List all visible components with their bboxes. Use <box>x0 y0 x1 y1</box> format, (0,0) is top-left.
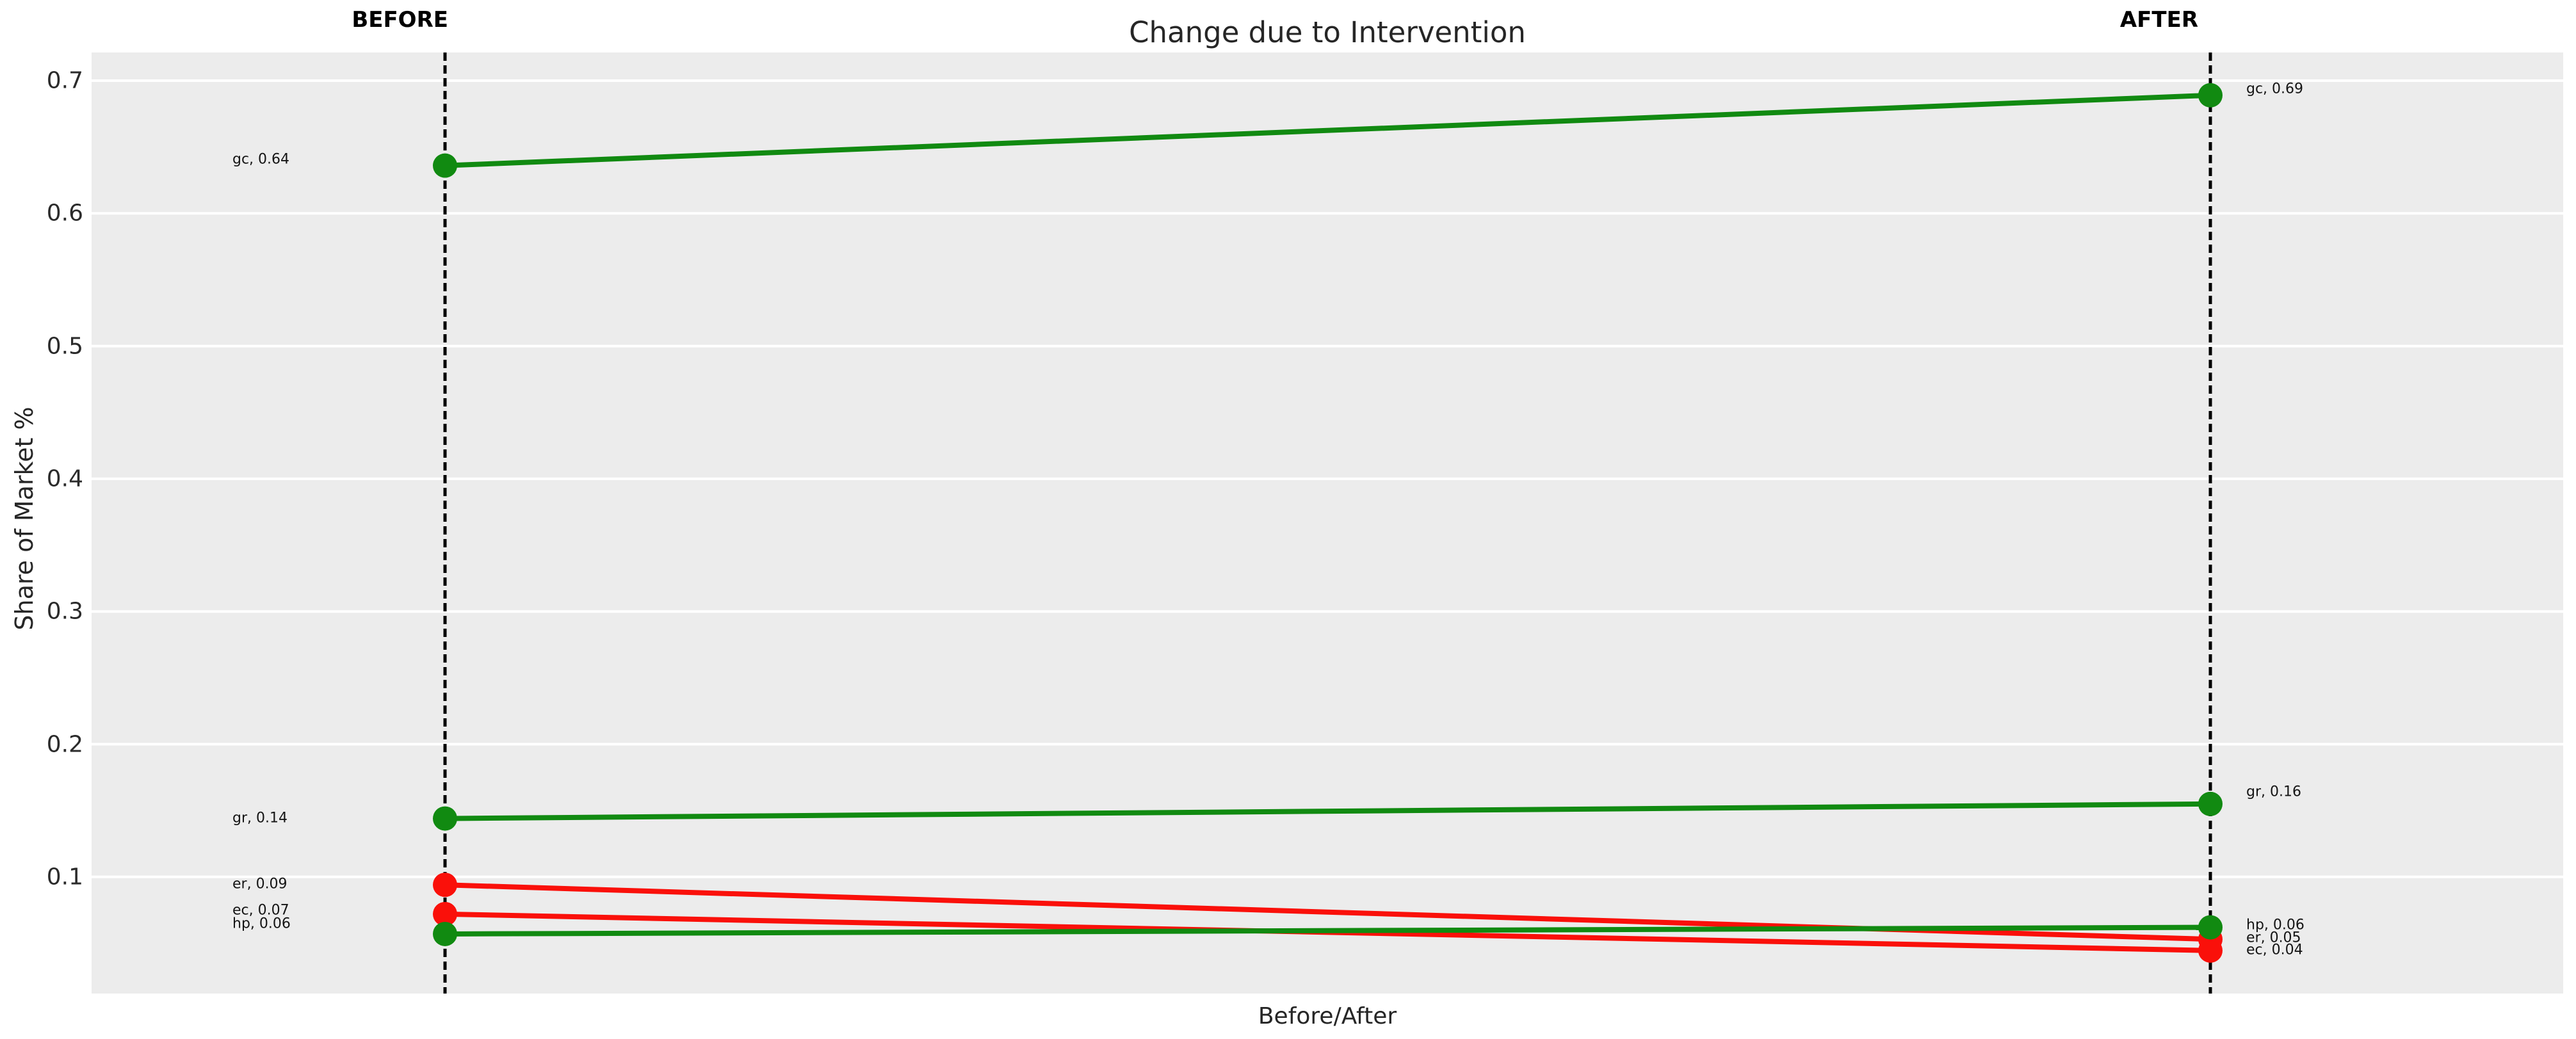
point-label-hp-after: hp, 0.06 <box>2246 917 2305 933</box>
point-label-hp-before: hp, 0.06 <box>232 915 291 932</box>
point-label-gc-before: gc, 0.64 <box>232 151 290 168</box>
y-tick-label: 0.1 <box>46 864 83 890</box>
y-tick-label: 0.7 <box>46 67 83 94</box>
y-tick-label: 0.2 <box>46 731 83 757</box>
after-column-header: AFTER <box>2119 7 2198 33</box>
point-label-gc-after: gc, 0.69 <box>2246 81 2304 97</box>
point-label-ec-before: ec, 0.07 <box>232 902 289 919</box>
point-label-er-after: er, 0.05 <box>2246 930 2301 946</box>
point-label-er-before: er, 0.09 <box>232 876 288 892</box>
y-tick-label: 0.3 <box>46 598 83 625</box>
y-tick-label: 0.6 <box>46 200 83 227</box>
y-axis-label: Share of Market % <box>10 407 38 631</box>
y-tick-label: 0.4 <box>46 465 83 492</box>
chart-title: Change due to Intervention <box>1129 15 1526 49</box>
point-label-ec-after: ec, 0.04 <box>2246 942 2303 958</box>
point-label-gr-after: gr, 0.16 <box>2246 784 2301 800</box>
plot-area <box>92 52 2563 994</box>
x-axis-label: Before/After <box>1258 1003 1397 1029</box>
point-label-gr-before: gr, 0.14 <box>232 810 288 826</box>
before-column-header: BEFORE <box>352 7 448 33</box>
y-tick-label: 0.5 <box>46 333 83 360</box>
